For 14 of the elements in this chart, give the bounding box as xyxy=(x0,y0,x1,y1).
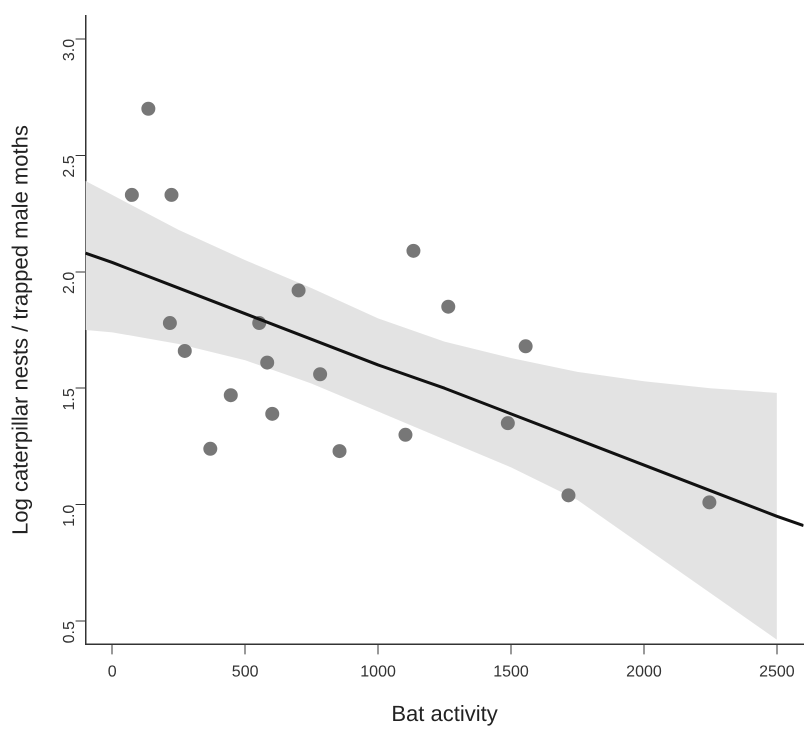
x-axis-title: Bat activity xyxy=(391,700,498,726)
y-tick-label: 2.5 xyxy=(61,155,78,178)
y-tick-label: 1.0 xyxy=(61,504,78,527)
x-tick-label: 0 xyxy=(108,663,117,680)
x-tick-label: 1500 xyxy=(493,663,529,680)
x-tick-label: 2500 xyxy=(759,663,795,680)
y-tick-label: 2.0 xyxy=(61,272,78,294)
y-tick-label: 0.5 xyxy=(61,621,78,644)
y-axis-title: Log caterpillar nests / trapped male moths xyxy=(7,125,32,535)
x-tick-label: 1000 xyxy=(360,663,396,680)
y-tick-label: 1.5 xyxy=(61,388,78,410)
x-tick-label: 2000 xyxy=(626,663,662,680)
x-tick-label: 500 xyxy=(232,663,259,680)
y-tick-label: 3.0 xyxy=(61,38,78,62)
